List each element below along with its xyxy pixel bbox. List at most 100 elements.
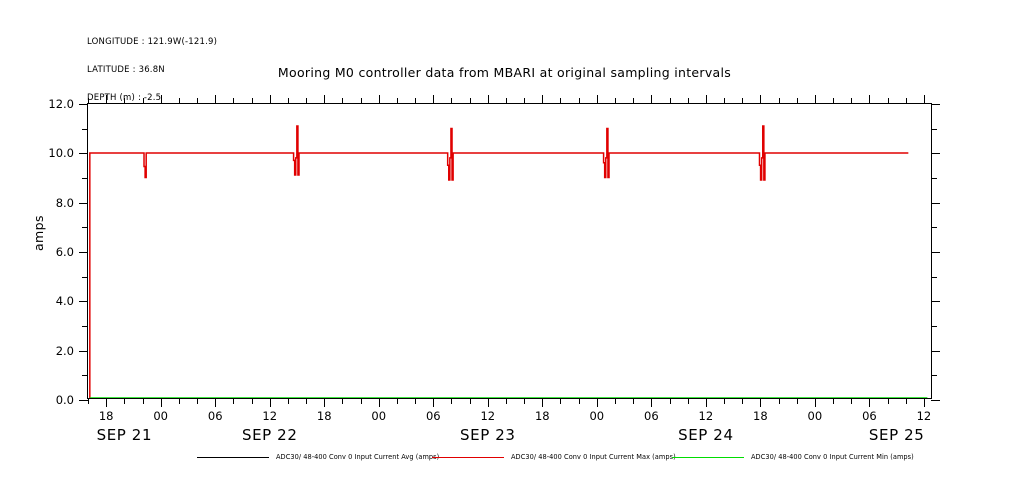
x-tick-minor-top	[887, 98, 889, 104]
x-tick-minor	[724, 398, 726, 404]
x-tick-major	[760, 398, 762, 407]
chart-legend: ADC30/ 48-400 Conv 0 Input Current Avg (…	[87, 449, 949, 465]
legend-color-swatch	[197, 456, 269, 458]
x-tick-minor	[396, 398, 398, 404]
x-tick-minor	[197, 398, 199, 404]
y-tick-label: 8.0	[55, 195, 74, 210]
x-tick-major-top	[160, 95, 162, 104]
x-tick-minor	[778, 398, 780, 404]
x-axis-day-label: SEP 23	[460, 426, 516, 444]
y-tick-minor	[82, 178, 88, 179]
x-tick-major-top	[869, 95, 871, 104]
y-tick-label: 6.0	[55, 245, 74, 259]
x-tick-major	[487, 398, 489, 407]
y-tick-major-right	[931, 153, 940, 155]
x-tick-minor	[887, 398, 889, 404]
y-tick-major	[79, 400, 88, 401]
x-tick-minor	[142, 398, 144, 404]
legend-color-swatch	[432, 456, 504, 458]
x-tick-label-hour: 18	[753, 409, 768, 423]
plot-inner: 0.0 2.0 4.0 6.0 8.0 10.0 12.0 18 00 06 12 18 00 06 12…	[48, 95, 940, 444]
x-tick-minor-top	[833, 98, 835, 104]
x-tick-label-hour: 18	[534, 409, 550, 423]
y-tick-major	[79, 350, 88, 352]
x-tick-major-top	[215, 95, 217, 104]
x-tick-major-top	[923, 95, 925, 104]
y-tick-major-right	[931, 202, 940, 204]
y-tick-minor	[82, 128, 88, 130]
x-axis-day-label: SEP 21	[96, 426, 153, 444]
x-tick-label-hour: 18	[98, 409, 114, 423]
x-tick-major	[923, 398, 925, 407]
x-tick-minor-top	[396, 98, 398, 104]
y-tick-major	[79, 202, 88, 204]
y-tick-major	[79, 104, 88, 105]
x-tick-major	[433, 398, 435, 407]
x-tick-label-hour: 12	[480, 409, 496, 423]
y-tick-label: 0.0	[55, 393, 74, 407]
x-tick-major-top	[433, 95, 435, 104]
y-tick-major-right	[931, 252, 940, 253]
x-tick-minor-top	[197, 98, 199, 104]
x-tick-minor	[742, 398, 744, 404]
x-tick-minor	[851, 398, 853, 404]
x-tick-minor	[796, 398, 798, 404]
x-tick-minor	[687, 398, 689, 404]
x-tick-minor-top	[251, 98, 253, 104]
y-tick-minor	[82, 375, 88, 377]
y-tick-major-right	[931, 350, 940, 352]
x-tick-minor-top	[178, 98, 180, 104]
y-tick-minor-right	[931, 375, 937, 377]
x-tick-minor	[88, 398, 89, 404]
x-tick-major-top	[487, 95, 489, 104]
x-tick-minor	[633, 398, 635, 404]
y-tick-label: 12.0	[48, 97, 74, 111]
y-tick-label: 2.0	[55, 343, 74, 358]
x-tick-minor-top	[614, 98, 616, 104]
x-tick-minor-top	[306, 98, 308, 104]
y-tick-minor-right	[931, 128, 937, 130]
x-tick-minor-top	[360, 98, 362, 104]
x-tick-minor	[415, 398, 417, 404]
x-tick-major	[596, 398, 598, 407]
x-tick-minor	[505, 398, 507, 404]
x-tick-minor-top	[851, 98, 853, 104]
x-tick-major-top	[269, 95, 271, 104]
x-tick-minor	[669, 398, 671, 404]
chart-title: Mooring M0 controller data from MBARI at…	[277, 65, 732, 80]
x-tick-minor-top	[88, 98, 89, 104]
x-tick-major	[705, 398, 707, 407]
y-tick-minor-right	[931, 326, 937, 327]
x-tick-minor-top	[415, 98, 417, 104]
legend-entry[interactable]: ADC30/ 48-400 Conv 0 Input Current Avg (…	[197, 449, 439, 465]
x-tick-minor-top	[342, 98, 344, 104]
metadata-longitude: LONGITUDE : 121.9W(-121.9)	[87, 36, 218, 47]
x-axis-day-label: SEP 24	[678, 426, 734, 444]
x-tick-major	[324, 398, 326, 407]
x-tick-minor-top	[524, 98, 526, 104]
y-tick-minor	[82, 227, 88, 229]
legend-entry[interactable]: ADC30/ 48-400 Conv 0 Input Current Min (…	[672, 449, 914, 465]
x-tick-minor	[287, 398, 289, 404]
legend-label: ADC30/ 48-400 Conv 0 Input Current Max (…	[511, 453, 676, 461]
x-tick-major-top	[760, 95, 762, 104]
x-tick-label-hour: 00	[589, 409, 605, 423]
series-line-2	[90, 126, 909, 398]
x-tick-minor	[124, 398, 126, 404]
y-axis-label: amps	[31, 215, 46, 251]
y-tick-minor	[82, 326, 88, 327]
legend-entry[interactable]: ADC30/ 48-400 Conv 0 Input Current Max (…	[432, 449, 676, 465]
plot-area: 0.0 2.0 4.0 6.0 8.0 10.0 12.0 18 00 06 12 18 00 06 12…	[48, 95, 940, 444]
x-tick-major	[814, 398, 816, 407]
x-tick-label-hour: 12	[698, 409, 714, 423]
x-tick-minor	[251, 398, 253, 404]
x-tick-label-hour: 06	[862, 409, 877, 423]
x-tick-label-hour: 12	[262, 409, 278, 423]
x-tick-minor	[614, 398, 616, 404]
x-tick-minor-top	[233, 98, 235, 104]
x-tick-major	[869, 398, 871, 407]
y-tick-label: 4.0	[55, 294, 74, 309]
x-tick-minor	[178, 398, 180, 404]
x-tick-major	[269, 398, 271, 407]
